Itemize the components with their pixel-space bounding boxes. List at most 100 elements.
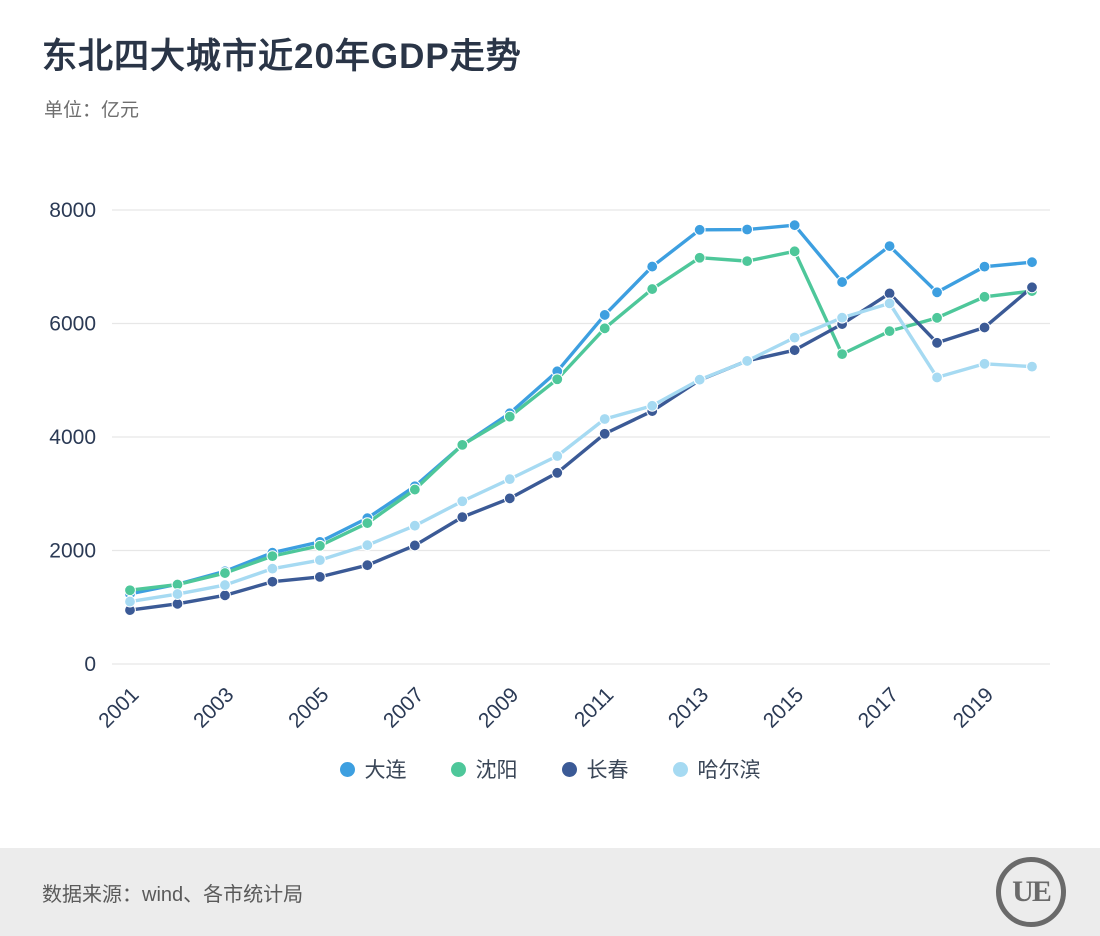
chart-legend: 大连 沈阳 长春 哈尔滨 [0,754,1100,784]
data-point [598,309,611,321]
legend-label: 哈尔滨 [697,759,761,782]
logo-text: UE [1012,875,1052,908]
data-point [219,579,231,591]
x-axis-tick: 2005 [284,683,333,732]
data-point [693,373,706,386]
data-point [503,473,516,486]
data-point [408,519,421,532]
data-point [646,399,659,412]
x-axis-tick: 2017 [854,683,903,732]
data-point [978,321,991,334]
y-axis-tick: 0 [84,653,96,676]
y-axis-tick: 8000 [49,199,96,222]
logo-watermark: UE [996,857,1066,927]
y-axis-tick: 6000 [49,313,96,336]
x-axis-tick: 2003 [189,683,238,732]
data-point [788,219,801,232]
data-point [741,223,754,236]
data-point [456,438,469,451]
data-point [598,413,611,425]
data-point [741,255,754,268]
data-point [551,373,564,386]
page-title: 东北四大城市近20年GDP走势 [42,37,522,76]
data-point [931,286,943,299]
data-point [836,348,849,361]
legend-item-长春[interactable]: 长春 [561,754,629,784]
footer-bar: 数据来源：wind、各市统计局 UE [0,848,1100,936]
y-axis-tick: 4000 [49,426,96,449]
data-point [978,357,991,370]
data-point [836,276,849,288]
data-point [408,483,421,496]
data-point [408,539,421,552]
y-axis-tick: 2000 [49,540,96,563]
data-point [551,450,564,462]
series-line [128,301,1034,604]
legend-label: 沈阳 [475,759,518,782]
x-axis-tick: 2015 [759,683,808,732]
data-point [266,562,279,575]
data-point [978,260,991,273]
data-point [219,567,231,579]
legend-item-沈阳[interactable]: 沈阳 [450,754,518,784]
data-point [551,466,564,479]
data-point [788,331,801,344]
data-point [883,287,896,300]
data-point [598,427,611,440]
x-axis-tick: 2009 [474,683,523,732]
data-point [1026,256,1038,269]
gdp-line-chart: 0 2000 4000 6000 8000 2001 2003 2005 2007 2009 201… [49,199,1050,733]
data-point [931,336,943,349]
legend-label: 大连 [364,759,407,782]
series-line [128,223,1034,596]
series-line [128,285,1034,612]
data-point [646,283,659,295]
data-point [1026,281,1038,294]
series-line [128,249,1034,592]
data-point [978,290,991,303]
data-point [171,588,184,600]
x-axis-tick: 2007 [379,683,428,732]
legend-item-大连[interactable]: 大连 [339,754,407,784]
data-point [646,260,659,273]
data-point [788,245,801,258]
data-point [124,595,136,608]
data-point [741,355,754,367]
data-point [456,511,469,524]
legend-dot [672,761,688,777]
data-point [1026,360,1038,373]
data-point [883,240,896,252]
x-axis-tick: 2001 [94,683,143,732]
unit-label: 单位：亿元 [44,100,140,121]
data-point [503,410,516,423]
data-point [361,559,374,572]
legend-label: 长春 [586,759,629,782]
data-point [219,589,231,602]
x-axis-tick: 2011 [570,683,618,731]
data-point [266,550,279,563]
legend-item-哈尔滨[interactable]: 哈尔滨 [672,754,761,784]
legend-dot [450,761,466,777]
legend-dot [339,761,355,777]
x-axis-tick: 2013 [664,683,713,732]
data-point [456,495,469,508]
data-point [313,554,326,567]
data-point [124,584,136,597]
data-point [883,297,896,310]
x-axis-tick: 2019 [949,683,998,732]
data-point [883,325,896,338]
data-point [931,311,943,324]
data-point [171,597,184,610]
data-point [313,570,326,583]
data-point [266,575,279,588]
data-point [598,322,611,335]
data-point [788,344,801,357]
data-point [693,223,706,236]
data-point [361,539,374,552]
infographic-page: 东北四大城市近20年GDP走势 单位：亿元 0 2000 4000 6000 8000 2… [0,28,1100,936]
data-point [693,251,706,264]
legend-dot [561,761,577,777]
data-point [313,539,326,552]
data-source-text: 数据来源：wind、各市统计局 [42,883,304,906]
data-point [361,517,374,529]
